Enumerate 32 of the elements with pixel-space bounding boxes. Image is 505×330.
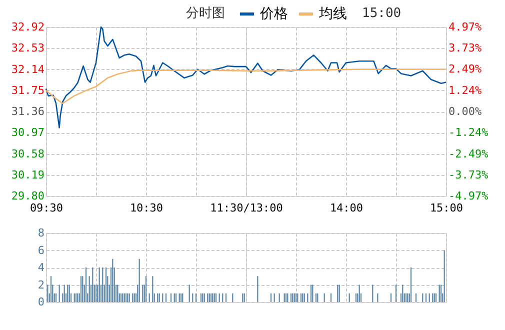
text: 3.73% xyxy=(448,42,482,55)
y-tick-label: 32.92 xyxy=(11,20,44,34)
y-tick-label: 30.58 xyxy=(11,147,44,160)
text: 2.49% xyxy=(448,62,482,76)
y-tick-label: 4 xyxy=(38,261,45,274)
x-tick-label: 14:00 xyxy=(330,202,364,214)
text: 4.97% xyxy=(448,20,482,34)
y-tick-label: 2 xyxy=(38,278,44,292)
legend-label: 价格 xyxy=(259,6,288,22)
y-tick-label: 29.80 xyxy=(11,190,44,202)
x-tick-label: 09:30 xyxy=(30,202,64,214)
y-tick-label: 8 xyxy=(38,226,44,240)
y-tick-label: 30.97 xyxy=(11,126,44,140)
y-tick-label: 31.36 xyxy=(11,105,44,118)
y-tick-label: 31.75 xyxy=(11,84,44,97)
x-tick-label: 15:00 xyxy=(430,202,464,214)
text: -2.49% xyxy=(448,147,488,160)
text: -4.97% xyxy=(448,190,488,202)
y-tick-label: 6 xyxy=(38,244,44,257)
legend-label: 均线 xyxy=(318,6,347,22)
y-tick-label: 0 xyxy=(38,296,44,308)
text: 15:00 xyxy=(362,6,402,21)
y-tick-label: 32.14 xyxy=(11,62,45,76)
text: -3.73% xyxy=(448,168,488,182)
x-tick-label: 10:30 xyxy=(130,202,164,214)
y-tick-label: 30.19 xyxy=(11,168,44,182)
y-tick-label: 32.53 xyxy=(11,42,44,55)
text: -1.24% xyxy=(448,126,488,140)
text: 1.24% xyxy=(448,84,482,97)
text: 分时图 xyxy=(186,6,225,21)
x-tick-label: 11:30/13:00 xyxy=(210,202,283,214)
text: 0.00% xyxy=(448,105,482,118)
